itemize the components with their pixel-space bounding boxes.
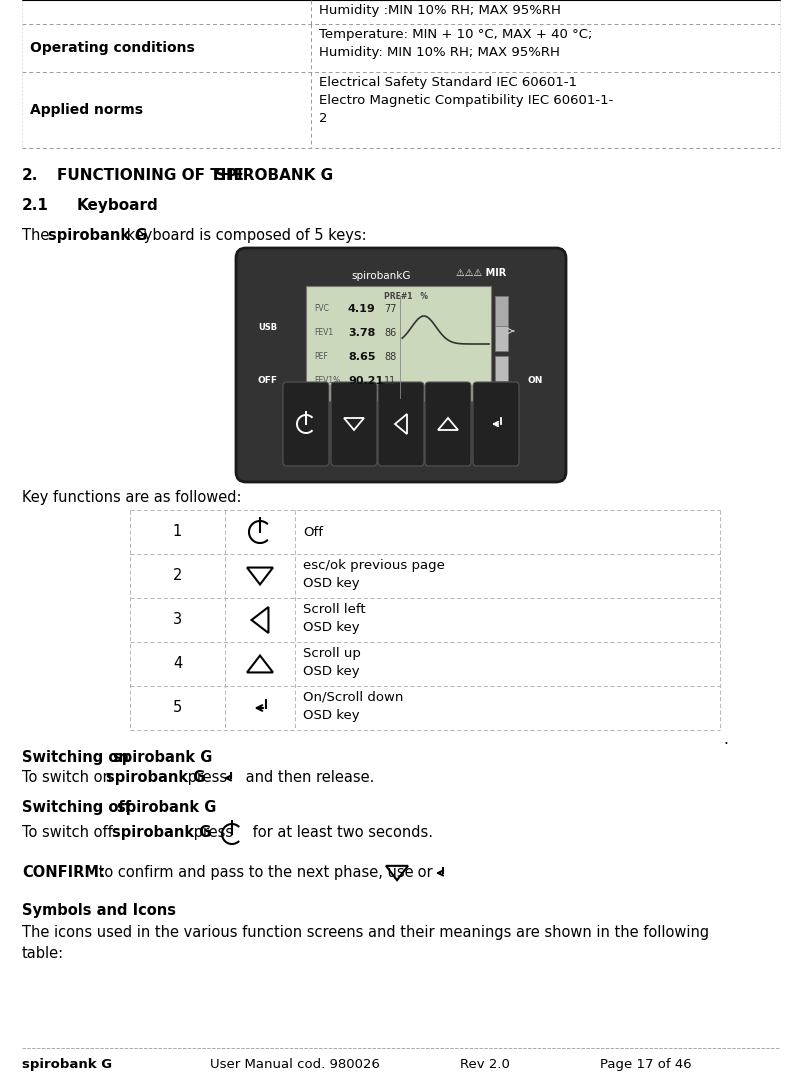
Text: Electrical Safety Standard IEC 60601-1
Electro Magnetic Compatibility IEC 60601-: Electrical Safety Standard IEC 60601-1 E… [319, 76, 614, 125]
Bar [495, 326, 508, 351]
Text: spirobank G: spirobank G [117, 800, 217, 815]
Text: USB: USB [258, 323, 277, 332]
Text: OFF: OFF [258, 376, 278, 384]
Text: Switching off: Switching off [22, 800, 136, 815]
Text: spirobank G: spirobank G [112, 825, 212, 840]
Text: 88: 88 [384, 352, 396, 362]
Text: 77: 77 [384, 303, 396, 314]
Text: Scroll up
OSD key: Scroll up OSD key [303, 647, 361, 677]
Text: SPIROBANK G: SPIROBANK G [215, 168, 333, 183]
Text: PEF: PEF [314, 352, 328, 361]
Text: spirobank G: spirobank G [113, 750, 213, 765]
FancyBboxPatch shape [473, 382, 519, 465]
Text: Key functions are as followed:: Key functions are as followed: [22, 490, 241, 505]
Bar [306, 286, 491, 401]
Text: 3.78: 3.78 [348, 328, 375, 338]
Text: 2.: 2. [22, 168, 38, 183]
Text: spirobankG: spirobankG [351, 271, 411, 281]
Text: The icons used in the various function screens and their meanings are shown in t: The icons used in the various function s… [22, 924, 709, 961]
Text: Keyboard: Keyboard [77, 198, 159, 213]
FancyBboxPatch shape [331, 382, 377, 465]
Text: press: press [189, 825, 237, 840]
Text: esc/ok previous page
OSD key: esc/ok previous page OSD key [303, 559, 445, 590]
Text: 4.19: 4.19 [348, 303, 376, 314]
FancyBboxPatch shape [283, 382, 329, 465]
Text: for at least two seconds.: for at least two seconds. [248, 825, 433, 840]
Text: PRE#1   %: PRE#1 % [383, 292, 427, 301]
Text: or: or [413, 865, 437, 880]
Text: 3: 3 [173, 612, 182, 627]
Text: 86: 86 [384, 328, 396, 338]
Bar [495, 296, 508, 326]
Text: .: . [723, 732, 728, 747]
Text: On/Scroll down
OSD key: On/Scroll down OSD key [303, 691, 403, 721]
Text: to confirm and pass to the next phase, use: to confirm and pass to the next phase, u… [94, 865, 419, 880]
Bar [495, 356, 508, 381]
Text: FUNCTIONING OF THE: FUNCTIONING OF THE [57, 168, 249, 183]
Text: 2: 2 [172, 568, 182, 583]
Text: FVC: FVC [314, 303, 329, 313]
Text: Rev 2.0: Rev 2.0 [460, 1058, 510, 1071]
Text: Humidity :MIN 10% RH; MAX 95%RH: Humidity :MIN 10% RH; MAX 95%RH [319, 4, 561, 17]
FancyBboxPatch shape [425, 382, 471, 465]
Text: ON: ON [528, 376, 544, 384]
Text: 4: 4 [173, 657, 182, 672]
Text: To switch on: To switch on [22, 770, 116, 785]
Text: press: press [183, 770, 232, 785]
Text: spirobank G: spirobank G [22, 1058, 112, 1071]
Text: CONFIRM:: CONFIRM: [22, 865, 105, 880]
Text: Off: Off [303, 526, 323, 539]
Text: 11: 11 [384, 376, 396, 386]
Text: keyboard is composed of 5 keys:: keyboard is composed of 5 keys: [122, 228, 367, 243]
Text: Temperature: MIN + 10 °C, MAX + 40 °C;
Humidity: MIN 10% RH; MAX 95%RH: Temperature: MIN + 10 °C, MAX + 40 °C; H… [319, 28, 593, 59]
Text: Switching on: Switching on [22, 750, 134, 765]
Text: FEV1%: FEV1% [314, 376, 340, 384]
Text: Operating conditions: Operating conditions [30, 41, 195, 55]
Text: ⚠⚠⚠ MIR: ⚠⚠⚠ MIR [456, 268, 506, 278]
Text: Scroll left
OSD key: Scroll left OSD key [303, 603, 366, 634]
Text: 5: 5 [173, 701, 182, 715]
Text: 90.21: 90.21 [348, 376, 383, 386]
Text: FEV1: FEV1 [314, 328, 333, 337]
Text: Applied norms: Applied norms [30, 103, 143, 117]
Text: User Manual cod. 980026: User Manual cod. 980026 [210, 1058, 380, 1071]
Text: The: The [22, 228, 54, 243]
Text: To switch off: To switch off [22, 825, 117, 840]
Text: spirobank G: spirobank G [106, 770, 205, 785]
Text: Symbols and Icons: Symbols and Icons [22, 903, 176, 918]
Text: 8.65: 8.65 [348, 352, 375, 362]
FancyBboxPatch shape [378, 382, 424, 465]
Text: 1: 1 [173, 525, 182, 540]
FancyBboxPatch shape [236, 248, 566, 482]
Text: 2.1: 2.1 [22, 198, 49, 213]
Text: Page 17 of 46: Page 17 of 46 [600, 1058, 691, 1071]
Text: spirobank G: spirobank G [48, 228, 148, 243]
Text: and then release.: and then release. [241, 770, 375, 785]
